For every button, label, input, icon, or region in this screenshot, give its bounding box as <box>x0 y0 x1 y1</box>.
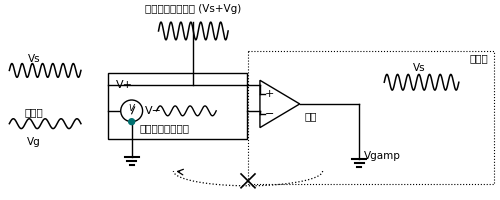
Polygon shape <box>260 80 300 128</box>
Text: V: V <box>129 104 134 113</box>
Text: ノイズ: ノイズ <box>25 107 44 117</box>
Bar <box>108 73 247 139</box>
Text: グランド基準信号: グランド基準信号 <box>140 124 190 134</box>
Circle shape <box>128 119 134 125</box>
Text: Vgamp: Vgamp <box>364 151 401 161</box>
Text: +: + <box>265 89 274 99</box>
Text: 出力: 出力 <box>304 111 317 121</box>
Text: −: − <box>265 109 274 119</box>
Text: Vg: Vg <box>28 137 41 147</box>
Circle shape <box>120 100 142 122</box>
Text: アンプ: アンプ <box>470 54 488 64</box>
Text: V−: V− <box>144 106 162 116</box>
Text: Vs: Vs <box>28 54 40 64</box>
Text: V+: V+ <box>116 80 133 90</box>
Bar <box>248 51 494 184</box>
Text: Vs: Vs <box>412 63 426 73</box>
Text: グランド基準信号 (Vs+Vg): グランド基準信号 (Vs+Vg) <box>145 4 242 14</box>
